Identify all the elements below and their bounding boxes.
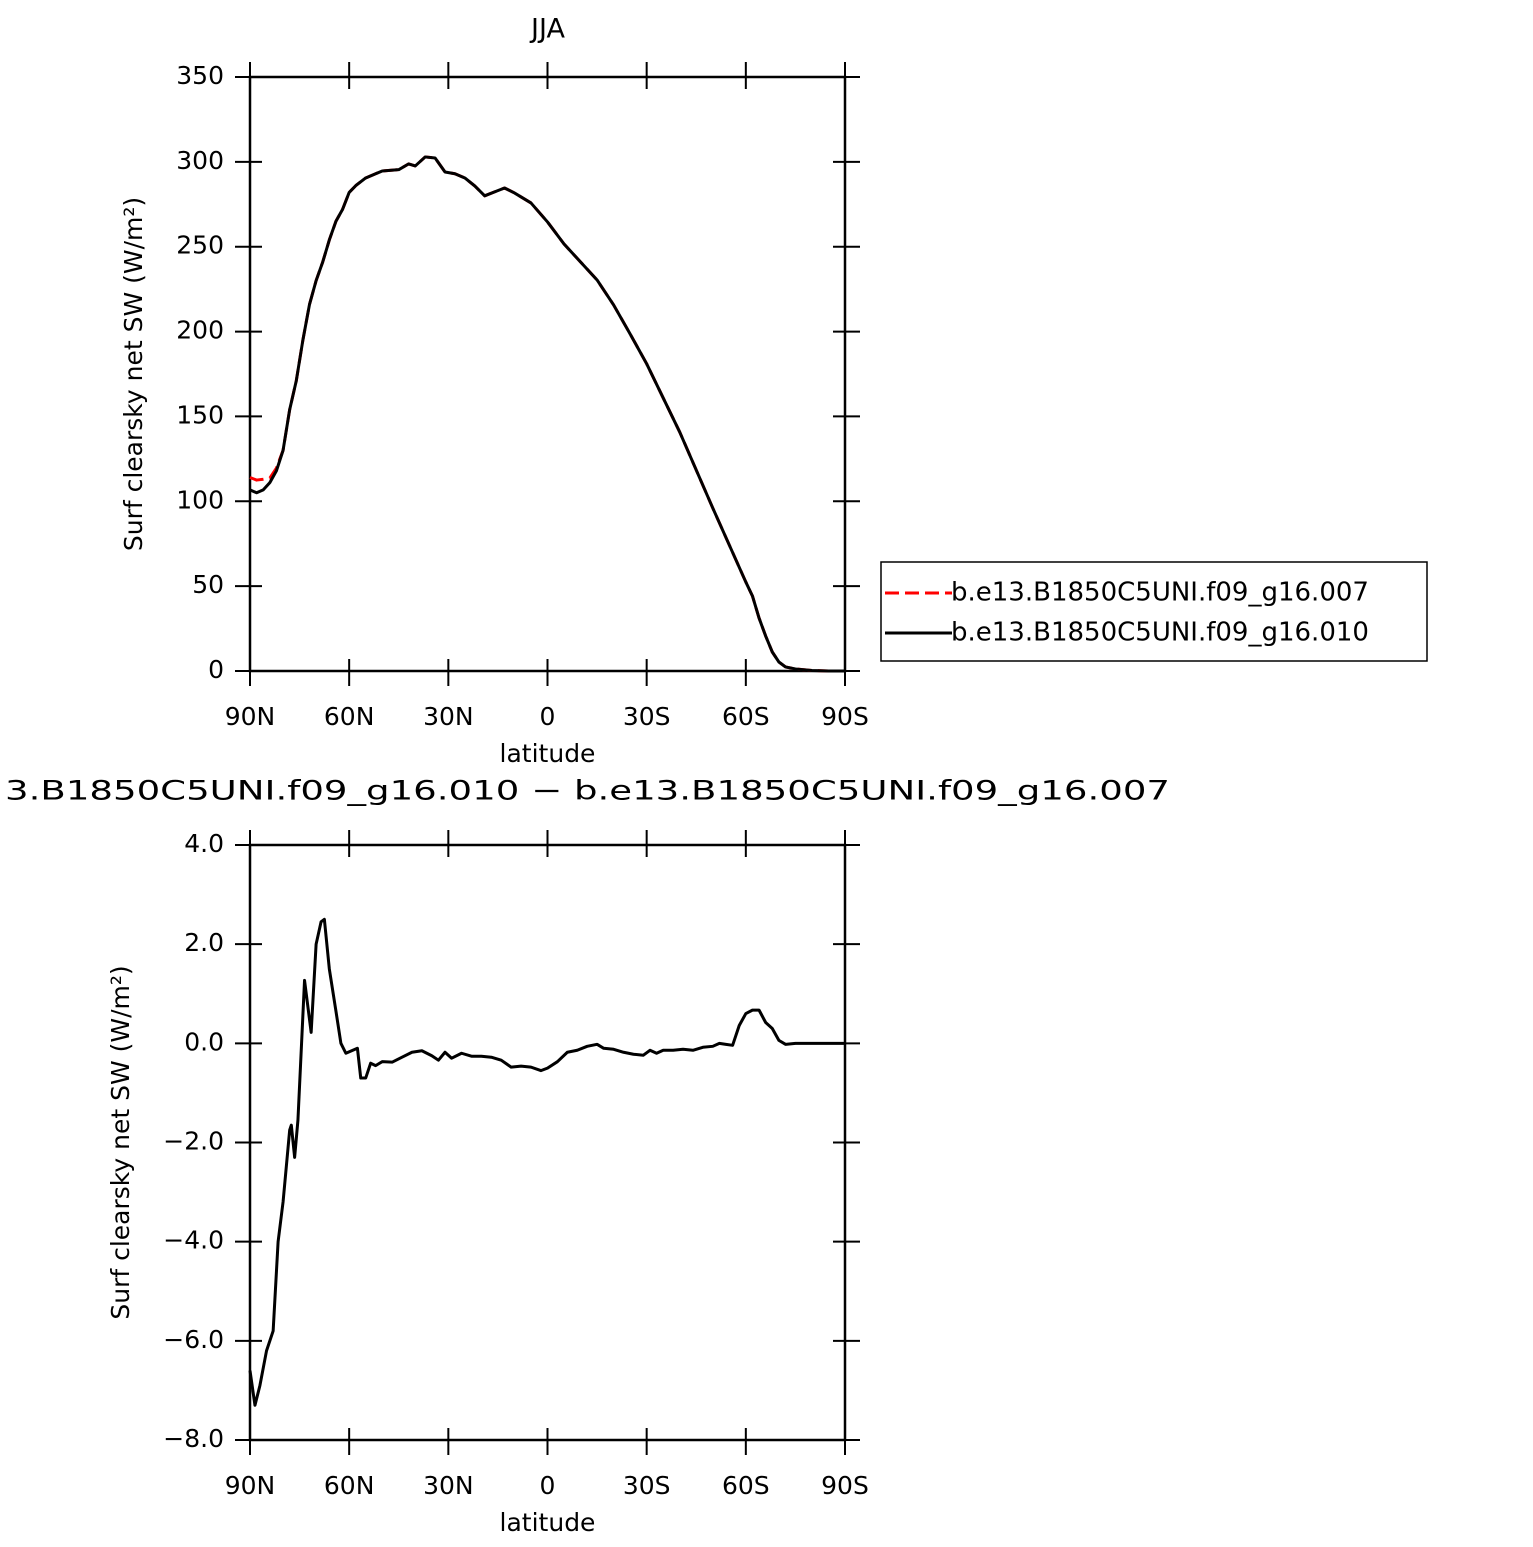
- y-tick-label: 250: [176, 231, 224, 260]
- x-tick-label: 30S: [623, 1471, 671, 1500]
- legend-label: b.e13.B1850C5UNI.f09_g16.007: [951, 578, 1369, 608]
- y-tick-label: 300: [176, 146, 224, 175]
- x-tick-label: 90N: [225, 1471, 276, 1500]
- series-line: [249, 155, 845, 673]
- chart-title: 3.B1850C5UNI.f09_g16.010 − b.e13.B1850C5…: [5, 776, 1170, 807]
- y-tick-label: 200: [176, 316, 224, 345]
- x-tick-label: 30N: [423, 1471, 474, 1500]
- x-tick-label: 90N: [225, 702, 276, 731]
- plot-frame: [248, 843, 847, 1442]
- x-axis-label: latitude: [500, 739, 596, 768]
- x-tick-label: 0: [540, 1471, 556, 1500]
- y-tick-label: −4.0: [163, 1226, 224, 1255]
- y-tick-label: −2.0: [163, 1127, 224, 1156]
- x-tick-label: 30N: [423, 702, 474, 731]
- y-tick-label: 350: [176, 61, 224, 90]
- legend-label: b.e13.B1850C5UNI.f09_g16.010: [951, 618, 1369, 648]
- y-tick-label: 0.0: [184, 1027, 224, 1056]
- y-tick-label: 150: [176, 400, 224, 429]
- x-axis-label: latitude: [500, 1508, 596, 1537]
- x-tick-label: 0: [540, 702, 556, 731]
- x-tick-label: 90S: [821, 1471, 869, 1500]
- x-tick-label: 60S: [722, 702, 770, 731]
- chart-title: JJA: [529, 14, 565, 45]
- y-tick-label: 4.0: [184, 829, 224, 858]
- legend-box: [880, 561, 1428, 662]
- y-tick-label: 50: [192, 570, 224, 599]
- y-axis-label: Surf clearsky net SW (W/m²): [119, 197, 148, 551]
- plot-frame: [248, 75, 847, 673]
- y-tick-label: 0: [208, 655, 224, 684]
- x-tick-label: 60N: [324, 1471, 375, 1500]
- x-tick-label: 60S: [722, 1471, 770, 1500]
- series-line: [249, 155, 845, 673]
- y-axis-label: Surf clearsky net SW (W/m²): [106, 965, 135, 1319]
- series-line: [248, 917, 845, 1407]
- x-tick-label: 60N: [324, 702, 375, 731]
- x-tick-label: 90S: [821, 702, 869, 731]
- y-tick-label: −8.0: [163, 1424, 224, 1453]
- x-tick-label: 30S: [623, 702, 671, 731]
- y-tick-label: −6.0: [163, 1325, 224, 1354]
- y-tick-label: 100: [176, 485, 224, 514]
- y-tick-label: 2.0: [184, 928, 224, 957]
